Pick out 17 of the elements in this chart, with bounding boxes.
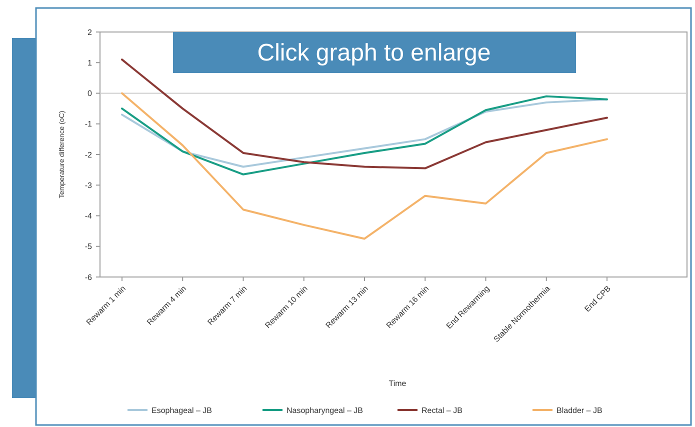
y-tick-label: -1 [84,120,93,129]
legend-label: Nasopharyngeal – JB [286,406,363,415]
y-tick-label: -6 [84,272,93,282]
legend-label: Esophageal – JB [152,406,212,415]
y-tick-label: 0 [88,89,93,98]
x-tick-label: End CPB [582,284,612,314]
y-tick-label: 1 [88,58,93,68]
y-tick-label: -3 [84,180,93,190]
legend-label: Rectal – JB [422,406,462,415]
y-tick-label: 2 [88,28,93,37]
y-tick-label: -5 [84,242,93,252]
y-tick-label: -4 [84,212,93,221]
legend-label: Bladder – JB [556,406,602,415]
x-axis-title: Time [388,379,407,388]
line-series [121,92,608,240]
annotation: Click graph to enlarge [257,39,491,66]
y-tick-label: -2 [84,150,93,160]
